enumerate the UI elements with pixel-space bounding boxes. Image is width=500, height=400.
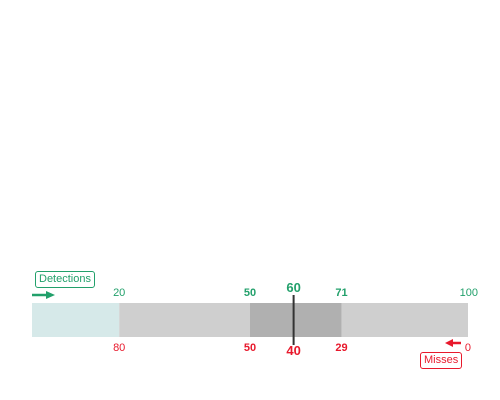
misses-tick-label: 29 [335,342,347,354]
arrow-right-icon [46,291,55,299]
misses-tick-label: 80 [113,342,125,354]
bar-band-3 [341,303,468,337]
misses-tick-label: 0 [465,342,471,354]
detections-label: Detections [35,271,95,288]
detections-tick-label: 50 [244,287,256,299]
detections-tick-label: 71 [335,287,347,299]
misses-tick-label: 50 [244,342,256,354]
detections-tick-label: 100 [460,287,478,299]
bar-band-1 [119,303,250,337]
bar-band-0 [32,303,120,337]
detections-marker-label: 60 [286,280,300,295]
detections-tick-label: 20 [113,287,125,299]
misses-label: Misses [420,352,463,369]
arrow-left-icon [445,339,453,347]
misses-marker-label: 40 [286,343,300,358]
bar-band-2 [250,303,342,337]
